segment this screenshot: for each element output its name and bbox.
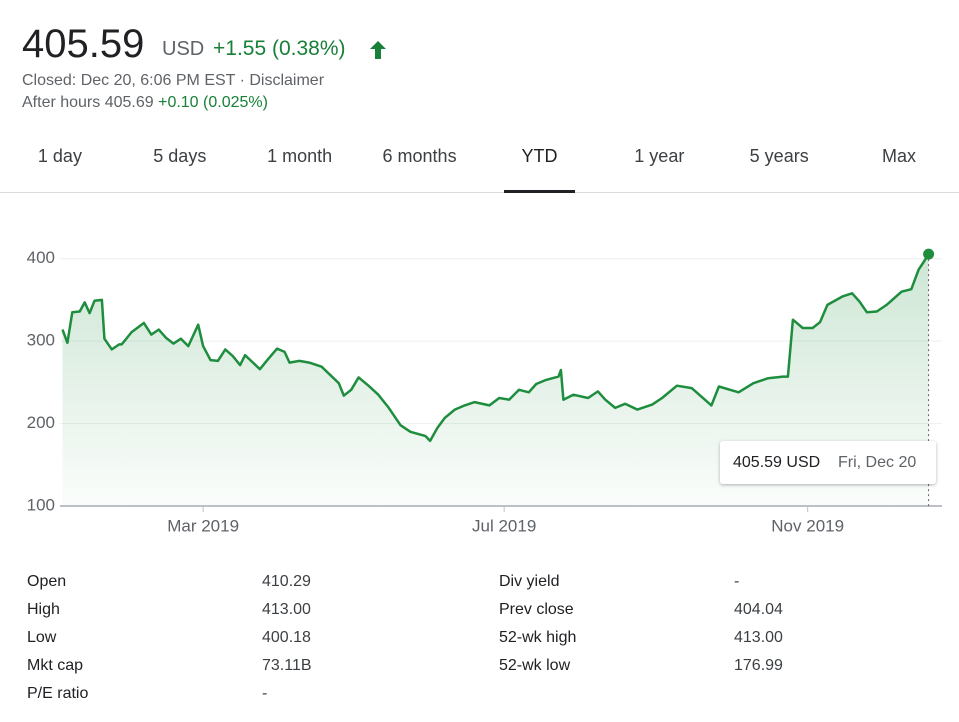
after-hours-price: After hours 405.69 bbox=[22, 94, 154, 111]
price: 405.59 bbox=[22, 22, 145, 66]
stat-label: Open bbox=[27, 573, 67, 590]
tooltip-price: 405.59 USD bbox=[733, 454, 820, 471]
currency: USD bbox=[162, 38, 205, 60]
range-tab[interactable]: 1 day bbox=[37, 146, 82, 166]
area bbox=[62, 254, 929, 506]
stat-value: 413.00 bbox=[262, 601, 311, 618]
stat-label: High bbox=[27, 601, 60, 618]
stat-value: 413.00 bbox=[734, 629, 783, 646]
range-tab[interactable]: 1 year bbox=[634, 146, 685, 166]
last-point bbox=[923, 248, 935, 260]
stat-label: Prev close bbox=[499, 601, 574, 618]
stat-label: Mkt cap bbox=[27, 657, 84, 674]
y-tick-label: 400 bbox=[27, 248, 55, 267]
stat-value: 400.18 bbox=[262, 629, 311, 646]
stat-label: Div yield bbox=[499, 573, 560, 590]
stat-value: 404.04 bbox=[734, 601, 783, 618]
stat-label: P/E ratio bbox=[27, 685, 89, 702]
stat-value: - bbox=[734, 573, 740, 590]
y-tick-label: 300 bbox=[27, 331, 55, 350]
y-tick-label: 100 bbox=[27, 495, 55, 514]
stat-label: 52-wk high bbox=[499, 629, 577, 646]
stat-value: - bbox=[262, 685, 268, 702]
stat-value: 410.29 bbox=[262, 573, 311, 590]
x-tick-label: Jul 2019 bbox=[472, 516, 536, 535]
range-tab[interactable]: 6 months bbox=[382, 146, 457, 166]
tooltip-date: Fri, Dec 20 bbox=[838, 454, 916, 471]
stat-label: Low bbox=[27, 629, 57, 646]
stat-value: 176.99 bbox=[734, 657, 783, 674]
after-hours-change: +0.10 (0.025%) bbox=[158, 94, 268, 111]
range-tab[interactable]: 5 days bbox=[153, 146, 207, 166]
price-line bbox=[61, 253, 930, 443]
range-tab[interactable]: 5 years bbox=[749, 146, 809, 166]
y-tick-label: 200 bbox=[27, 413, 55, 432]
range-tab[interactable]: Max bbox=[882, 146, 917, 166]
stat-label: 52-wk low bbox=[499, 657, 571, 674]
closed-note: Closed: Dec 20, 6:06 PM EST · Disclaimer bbox=[22, 72, 325, 89]
price-change: +1.55 (0.38%) bbox=[213, 37, 346, 60]
range-tabs: 1 day 5 days 1 month 6 months YTD 1 year 5 yea… bbox=[0, 130, 959, 193]
tooltip-box bbox=[720, 441, 936, 484]
range-tab[interactable]: YTD bbox=[480, 130, 600, 193]
after-hours: After hours 405.69 +0.10 (0.025%) bbox=[22, 94, 268, 112]
up-arrow-icon bbox=[370, 41, 386, 59]
x-tick-label: Nov 2019 bbox=[771, 516, 844, 535]
stat-value: 73.11B bbox=[262, 657, 312, 674]
range-tab[interactable]: 1 month bbox=[267, 146, 333, 166]
x-tick-label: Mar 2019 bbox=[167, 516, 239, 535]
